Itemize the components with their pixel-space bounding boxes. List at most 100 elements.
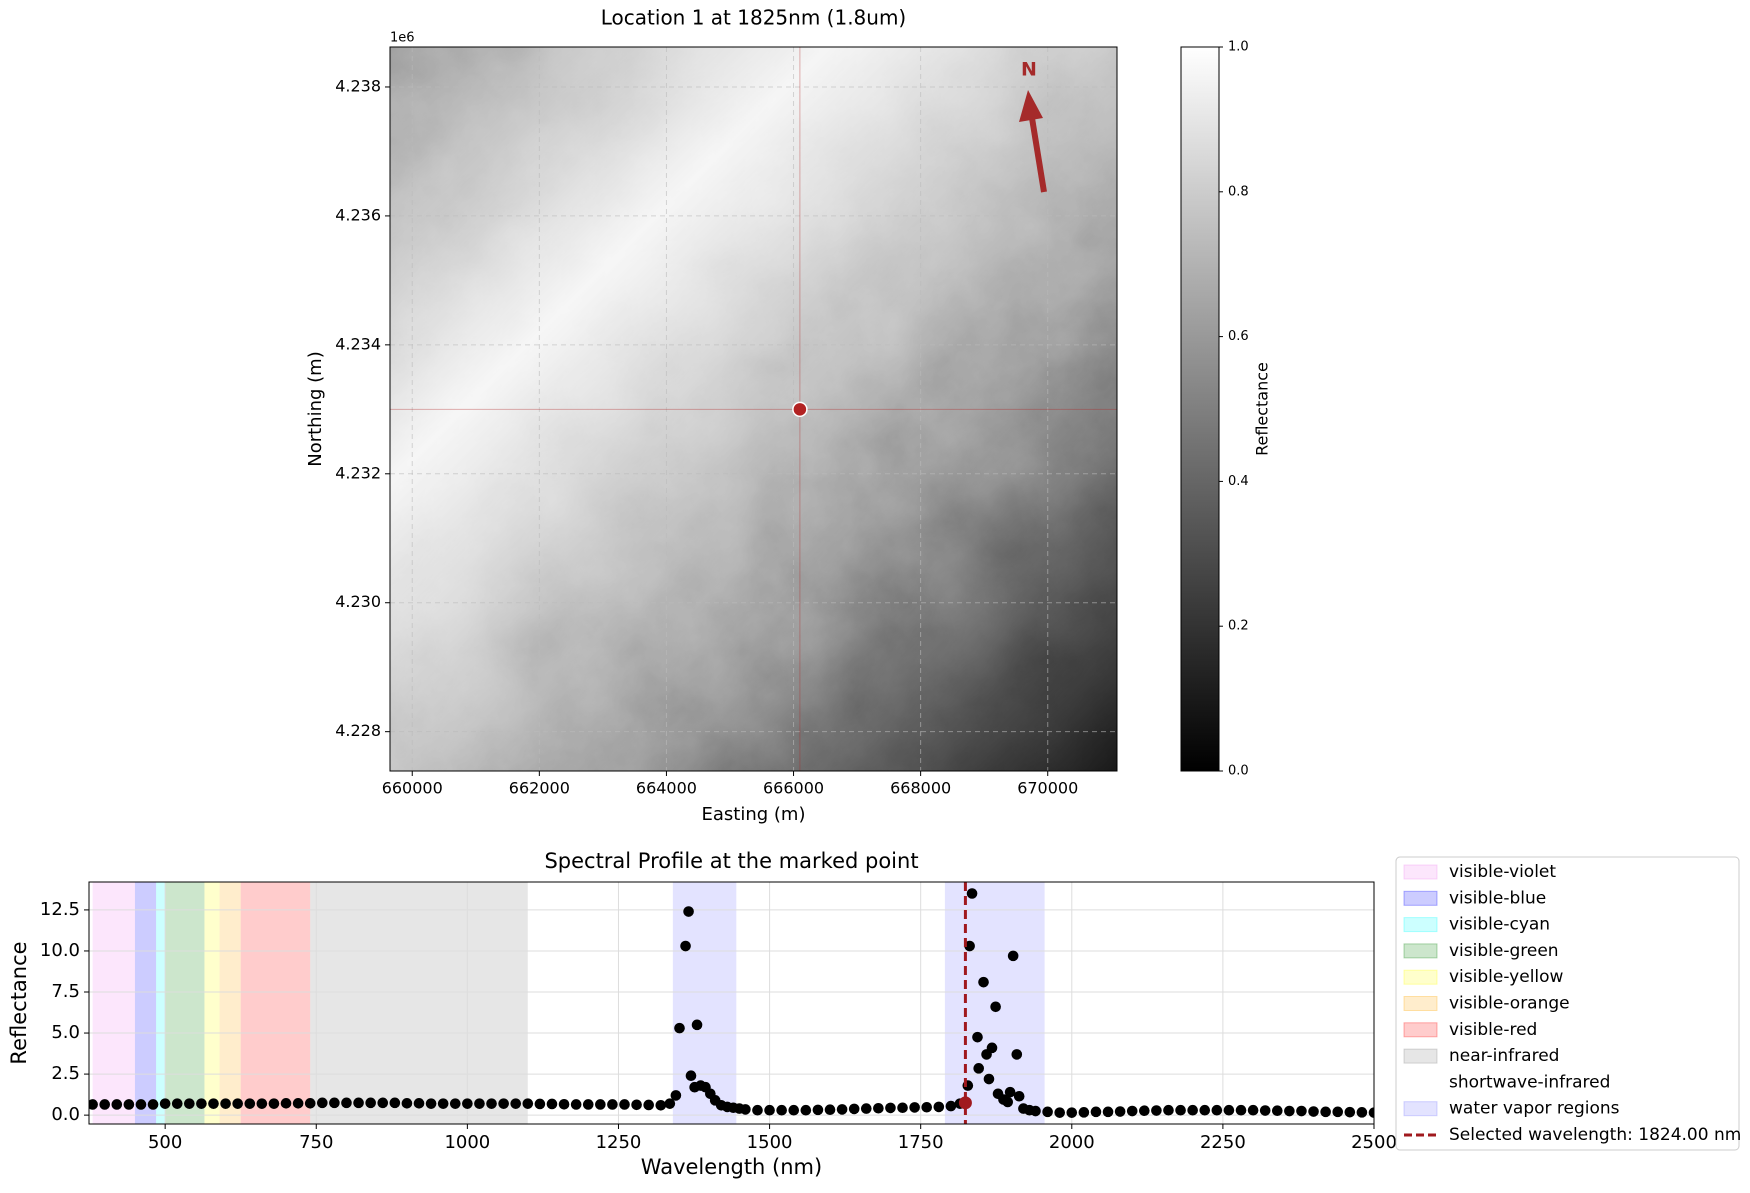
data-point: [232, 1098, 243, 1109]
data-point: [986, 1042, 998, 1054]
x-tick-label: 750: [299, 1132, 333, 1153]
data-point: [1175, 1104, 1186, 1116]
data-point: [1296, 1105, 1307, 1117]
data-point: [208, 1098, 219, 1109]
y-tick-label: 4.238: [335, 76, 381, 95]
legend-swatch: [1403, 1048, 1438, 1064]
data-point: [1163, 1104, 1174, 1116]
data-point: [1078, 1107, 1090, 1118]
data-point: [534, 1098, 546, 1110]
data-point: [184, 1098, 195, 1109]
data-point: [1199, 1104, 1211, 1116]
data-point: [1332, 1106, 1344, 1118]
legend-swatch: [1403, 917, 1438, 933]
data-point: [691, 1019, 703, 1031]
y-tick-label: 4.230: [335, 592, 381, 611]
data-point: [860, 1103, 872, 1114]
band-span: [134, 882, 157, 1124]
data-point: [1368, 1107, 1374, 1118]
data-point: [1223, 1104, 1235, 1116]
data-point: [897, 1102, 908, 1114]
band-span: [240, 882, 311, 1124]
data-point: [973, 1063, 985, 1074]
x-tick-label: 1500: [747, 1132, 793, 1153]
legend-label: visible-green: [1449, 941, 1559, 961]
legend-label: shortwave-infrared: [1449, 1072, 1610, 1092]
data-point: [546, 1098, 558, 1110]
data-point: [812, 1104, 824, 1116]
data-point: [582, 1099, 594, 1110]
data-point: [1187, 1104, 1198, 1116]
selected-point: [958, 1096, 972, 1110]
data-point: [655, 1099, 667, 1111]
data-point: [449, 1098, 461, 1109]
colorbar-tick-label: 0.8: [1228, 184, 1249, 199]
y-axis-label: Northing (m): [305, 351, 326, 466]
legend-swatch: [1403, 890, 1438, 906]
band-span: [310, 882, 528, 1124]
data-point: [1259, 1105, 1271, 1116]
data-point: [1247, 1104, 1259, 1116]
data-point: [1284, 1105, 1295, 1117]
data-point: [1011, 1049, 1023, 1060]
x-tick-label: 500: [148, 1132, 182, 1153]
colorbar: [1180, 46, 1220, 772]
data-point: [1090, 1106, 1102, 1118]
data-point: [983, 1073, 995, 1085]
legend-label: visible-yellow: [1449, 967, 1564, 987]
data-point: [341, 1097, 352, 1109]
data-point: [159, 1098, 171, 1109]
data-point: [643, 1099, 654, 1111]
data-point: [89, 1099, 98, 1110]
data-point: [921, 1101, 933, 1113]
data-point: [1235, 1104, 1247, 1116]
data-point: [522, 1098, 534, 1109]
data-point: [1211, 1104, 1223, 1116]
data-point: [1066, 1107, 1078, 1118]
y-tick-label: 0.0: [51, 1104, 80, 1125]
legend-label: water vapor regions: [1449, 1099, 1620, 1119]
chart-title: Location 1 at 1825nm (1.8um): [601, 6, 906, 30]
data-point: [964, 940, 975, 952]
data-point: [1007, 950, 1019, 962]
data-point: [220, 1098, 231, 1109]
data-point: [1139, 1105, 1150, 1117]
spectral-plot: [89, 882, 1374, 1124]
y-tick-label: 4.232: [335, 463, 381, 482]
y-tick-label: 12.5: [40, 899, 80, 920]
data-point: [990, 1001, 1001, 1013]
x-tick-label: 666000: [763, 779, 824, 798]
data-point: [147, 1099, 159, 1110]
data-point: [292, 1098, 304, 1109]
data-point: [123, 1099, 135, 1110]
legend-swatch: [1403, 996, 1438, 1011]
data-point: [909, 1102, 920, 1113]
legend-label: Selected wavelength: 1824.00 nm: [1449, 1125, 1741, 1145]
data-point: [268, 1098, 280, 1109]
y-tick-label: 4.236: [335, 205, 381, 224]
y-axis-label: Reflectance: [7, 941, 31, 1064]
x-tick-label: 2250: [1200, 1132, 1246, 1153]
y-tick-label: 7.5: [51, 981, 80, 1002]
data-point: [353, 1097, 364, 1109]
data-point: [674, 1022, 685, 1034]
data-point: [680, 940, 691, 952]
x-tick-label: 668000: [890, 779, 951, 798]
data-point: [848, 1103, 860, 1115]
legend-swatch: [1403, 1074, 1438, 1090]
marked-point: [792, 401, 808, 418]
raster-texture: [390, 47, 1117, 771]
legend-label: visible-cyan: [1449, 915, 1550, 935]
legend-label: visible-orange: [1449, 994, 1570, 1014]
x-tick-label: 2500: [1351, 1132, 1397, 1153]
raster: [390, 47, 1117, 771]
data-point: [256, 1098, 268, 1109]
data-point: [365, 1097, 376, 1109]
data-point: [873, 1102, 884, 1114]
north-arrow: N: [1019, 59, 1047, 193]
north-label: N: [1021, 59, 1037, 81]
legend-label: visible-red: [1449, 1020, 1537, 1040]
data-point: [280, 1098, 292, 1109]
data-point: [595, 1099, 606, 1110]
